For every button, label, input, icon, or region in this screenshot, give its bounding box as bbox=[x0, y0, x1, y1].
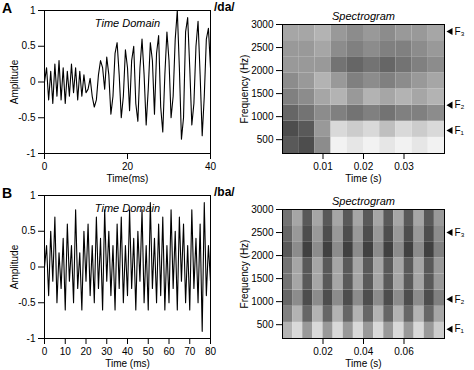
svg-text:40: 40 bbox=[122, 346, 134, 357]
svg-text:F₃: F₃ bbox=[455, 26, 465, 37]
svg-text:0.03: 0.03 bbox=[394, 161, 414, 172]
svg-text:-1: -1 bbox=[27, 333, 36, 344]
svg-text:500: 500 bbox=[257, 319, 274, 330]
svg-text:20: 20 bbox=[80, 346, 92, 357]
svg-text:1500: 1500 bbox=[251, 273, 274, 284]
svg-text:30: 30 bbox=[101, 346, 113, 357]
svg-text:2500: 2500 bbox=[251, 227, 274, 238]
svg-text:3000: 3000 bbox=[251, 19, 274, 30]
svg-text:0.06: 0.06 bbox=[394, 346, 414, 357]
svg-text:Spectrogram: Spectrogram bbox=[332, 10, 395, 22]
svg-text:-0.5: -0.5 bbox=[18, 297, 36, 308]
html-text:B: B bbox=[2, 185, 13, 201]
svg-text:0.5: 0.5 bbox=[22, 225, 36, 236]
svg-text:0.02: 0.02 bbox=[354, 161, 374, 172]
svg-text:0.02: 0.02 bbox=[313, 346, 333, 357]
svg-text:Time (ms): Time (ms) bbox=[105, 358, 150, 369]
html-text:A: A bbox=[2, 0, 13, 16]
svg-text:-1: -1 bbox=[27, 148, 36, 159]
svg-text:0: 0 bbox=[42, 346, 48, 357]
svg-text:0: 0 bbox=[42, 161, 48, 172]
svg-text:Frequency (Hz): Frequency (Hz) bbox=[239, 240, 250, 309]
html-text:/ba/: /ba/ bbox=[214, 185, 235, 199]
svg-text:Time Domain: Time Domain bbox=[95, 202, 160, 214]
svg-text:10: 10 bbox=[60, 346, 72, 357]
svg-text:0.5: 0.5 bbox=[22, 40, 36, 51]
svg-text:0.01: 0.01 bbox=[313, 161, 333, 172]
svg-text:60: 60 bbox=[163, 346, 175, 357]
svg-text:Time (s): Time (s) bbox=[345, 358, 381, 369]
svg-text:0: 0 bbox=[30, 76, 36, 87]
svg-text:2000: 2000 bbox=[251, 65, 274, 76]
svg-text:F₂: F₂ bbox=[455, 294, 465, 305]
html-text:/da/: /da/ bbox=[214, 0, 235, 14]
svg-text:40: 40 bbox=[205, 161, 217, 172]
svg-text:Amplitude: Amplitude bbox=[9, 59, 20, 104]
svg-text:500: 500 bbox=[257, 134, 274, 145]
svg-text:3000: 3000 bbox=[251, 204, 274, 215]
svg-text:1: 1 bbox=[30, 5, 36, 16]
svg-text:50: 50 bbox=[143, 346, 155, 357]
svg-text:2000: 2000 bbox=[251, 250, 274, 261]
svg-text:Spectrogram: Spectrogram bbox=[332, 195, 395, 207]
svg-text:0.04: 0.04 bbox=[354, 346, 374, 357]
svg-text:F₂: F₂ bbox=[455, 99, 465, 110]
svg-text:1000: 1000 bbox=[251, 111, 274, 122]
svg-text:20: 20 bbox=[122, 161, 134, 172]
svg-text:70: 70 bbox=[184, 346, 196, 357]
svg-text:1000: 1000 bbox=[251, 296, 274, 307]
svg-text:F₃: F₃ bbox=[455, 227, 465, 238]
svg-text:Amplitude: Amplitude bbox=[9, 244, 20, 289]
svg-text:Time(ms): Time(ms) bbox=[107, 173, 149, 184]
svg-text:F₁: F₁ bbox=[455, 323, 465, 334]
svg-text:Time Domain: Time Domain bbox=[95, 17, 160, 29]
svg-text:Time (s): Time (s) bbox=[345, 173, 381, 184]
svg-text:Frequency (Hz): Frequency (Hz) bbox=[239, 55, 250, 124]
svg-text:-0.5: -0.5 bbox=[18, 112, 36, 123]
svg-text:0: 0 bbox=[30, 261, 36, 272]
svg-text:F₁: F₁ bbox=[455, 125, 465, 136]
svg-text:2500: 2500 bbox=[251, 42, 274, 53]
svg-text:1: 1 bbox=[30, 190, 36, 201]
svg-text:80: 80 bbox=[205, 346, 217, 357]
svg-text:1500: 1500 bbox=[251, 88, 274, 99]
